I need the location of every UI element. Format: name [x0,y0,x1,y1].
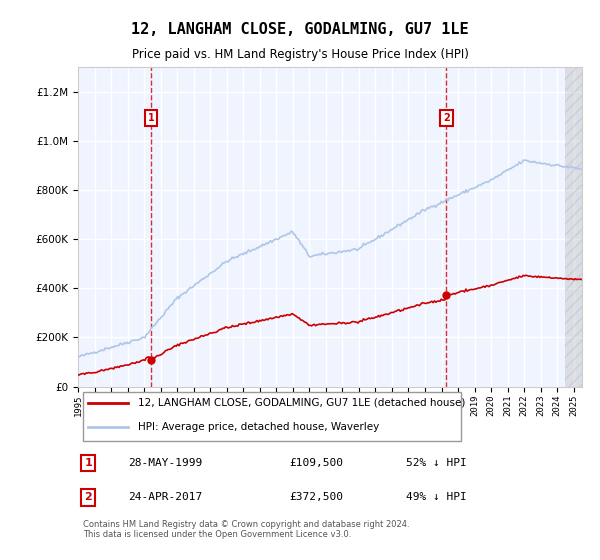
Text: 52% ↓ HPI: 52% ↓ HPI [406,458,466,468]
Text: £372,500: £372,500 [290,492,344,502]
FancyBboxPatch shape [83,391,461,441]
Text: 12, LANGHAM CLOSE, GODALMING, GU7 1LE: 12, LANGHAM CLOSE, GODALMING, GU7 1LE [131,22,469,38]
Text: HPI: Average price, detached house, Waverley: HPI: Average price, detached house, Wave… [139,422,380,432]
Text: 12, LANGHAM CLOSE, GODALMING, GU7 1LE (detached house): 12, LANGHAM CLOSE, GODALMING, GU7 1LE (d… [139,398,466,408]
Text: Price paid vs. HM Land Registry's House Price Index (HPI): Price paid vs. HM Land Registry's House … [131,48,469,60]
Text: £109,500: £109,500 [290,458,344,468]
Text: 1: 1 [84,458,92,468]
Bar [565,67,582,386]
Text: Contains HM Land Registry data © Crown copyright and database right 2024.
This d: Contains HM Land Registry data © Crown c… [83,520,410,539]
Text: 24-APR-2017: 24-APR-2017 [128,492,203,502]
Text: 2: 2 [84,492,92,502]
Text: 2: 2 [443,113,450,123]
Text: 1: 1 [148,113,154,123]
Text: 49% ↓ HPI: 49% ↓ HPI [406,492,466,502]
Text: 28-MAY-1999: 28-MAY-1999 [128,458,203,468]
